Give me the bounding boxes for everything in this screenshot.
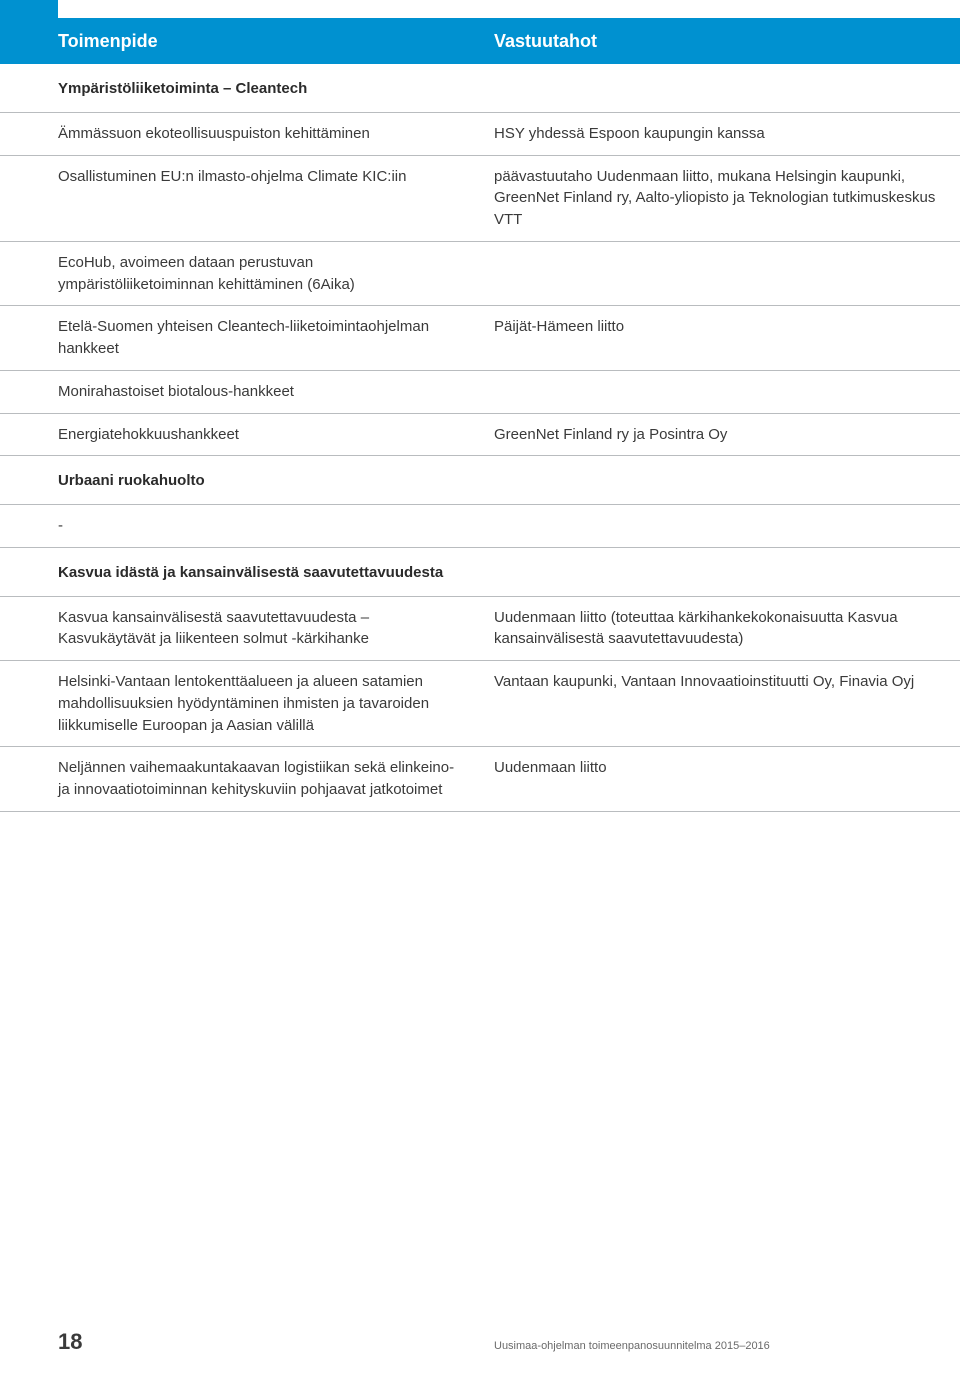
table-row: EcoHub, avoimeen dataan perustuvan ympär…: [0, 241, 960, 306]
page-number: 18: [0, 1329, 480, 1355]
table-row: Monirahastoiset biotalous-hankkeet: [0, 370, 960, 413]
section-title: Kasvua idästä ja kansainvälisestä saavut…: [0, 547, 960, 596]
cell-right: Vantaan kaupunki, Vantaan Innovaatioinst…: [480, 661, 960, 747]
cell-left: Osallistuminen EU:n ilmasto-ohjelma Clim…: [0, 155, 480, 241]
cell-right: Uudenmaan liitto (toteuttaa kärkihankeko…: [480, 596, 960, 661]
cell-left: Monirahastoiset biotalous-hankkeet: [0, 370, 480, 413]
cell-left: Neljännen vaihemaakuntakaavan logistiika…: [0, 747, 480, 812]
cell-right: päävastuutaho Uudenmaan liitto, mukana H…: [480, 155, 960, 241]
cell-right: Päijät-Hämeen liitto: [480, 306, 960, 371]
content-table: Ympäristöliiketoiminta – Cleantech Ämmäs…: [0, 64, 960, 812]
table-row: Etelä-Suomen yhteisen Cleantech-liiketoi…: [0, 306, 960, 371]
table-row: Energiatehokkuushankkeet GreenNet Finlan…: [0, 413, 960, 456]
cell-left: Kasvua kansainvälisestä saavutettavuudes…: [0, 596, 480, 661]
footer-text: Uusimaa-ohjelman toimeenpanosuunnitelma …: [480, 1340, 770, 1352]
cell-right: Uudenmaan liitto: [480, 747, 960, 812]
cell-right: [480, 241, 960, 306]
cell-right: [480, 505, 960, 548]
cell-right: [480, 370, 960, 413]
table-row: Helsinki-Vantaan lentokenttäalueen ja al…: [0, 661, 960, 747]
table-row: Kasvua kansainvälisestä saavutettavuudes…: [0, 596, 960, 661]
section-title: Urbaani ruokahuolto: [0, 456, 960, 505]
page-footer: 18 Uusimaa-ohjelman toimeenpanosuunnitel…: [0, 1329, 960, 1355]
cell-right: HSY yhdessä Espoon kaupungin kanssa: [480, 112, 960, 155]
cell-left: EcoHub, avoimeen dataan perustuvan ympär…: [0, 241, 480, 306]
section-title-row: Kasvua idästä ja kansainvälisestä saavut…: [0, 547, 960, 596]
cell-left: Energiatehokkuushankkeet: [0, 413, 480, 456]
cell-left: Helsinki-Vantaan lentokenttäalueen ja al…: [0, 661, 480, 747]
header-right: Vastuutahot: [480, 31, 960, 52]
table-row: Osallistuminen EU:n ilmasto-ohjelma Clim…: [0, 155, 960, 241]
header-left: Toimenpide: [0, 31, 480, 52]
page: Toimenpide Vastuutahot Ympäristöliiketoi…: [0, 0, 960, 1377]
cell-left: -: [0, 505, 480, 548]
header-tab-notch: [0, 0, 58, 18]
table-header: Toimenpide Vastuutahot: [0, 18, 960, 64]
cell-left: Ämmässuon ekoteollisuuspuiston kehittämi…: [0, 112, 480, 155]
table-row: Ämmässuon ekoteollisuuspuiston kehittämi…: [0, 112, 960, 155]
section-title: Ympäristöliiketoiminta – Cleantech: [0, 64, 960, 112]
table-row: -: [0, 505, 960, 548]
section-title-row: Urbaani ruokahuolto: [0, 456, 960, 505]
cell-right: GreenNet Finland ry ja Posintra Oy: [480, 413, 960, 456]
cell-left: Etelä-Suomen yhteisen Cleantech-liiketoi…: [0, 306, 480, 371]
table-row: Neljännen vaihemaakuntakaavan logistiika…: [0, 747, 960, 812]
section-title-row: Ympäristöliiketoiminta – Cleantech: [0, 64, 960, 112]
